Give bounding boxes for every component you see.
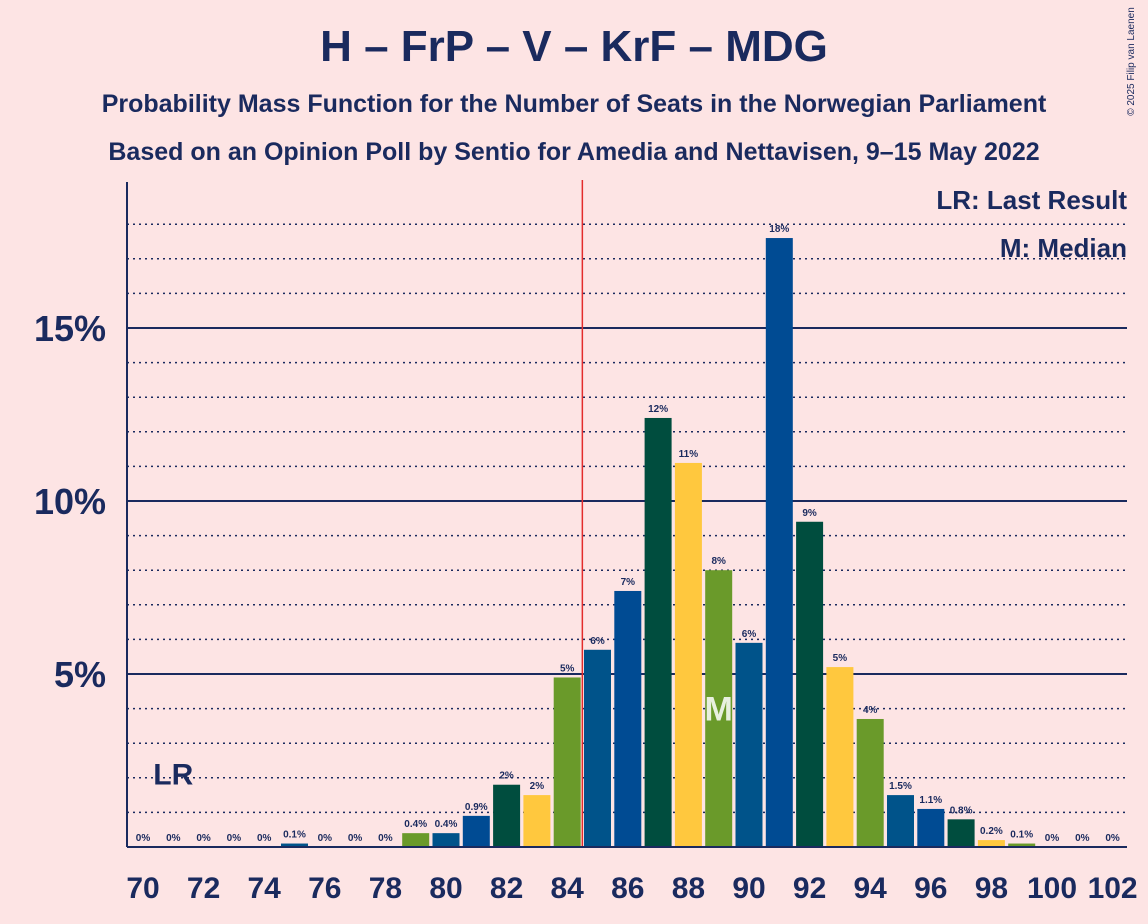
x-tick-label: 100 (1027, 872, 1077, 905)
x-tick-label: 74 (248, 872, 282, 905)
data-label-seat-76: 0% (318, 833, 333, 844)
bar-seat-75 (281, 843, 308, 847)
bar-seat-93 (826, 667, 854, 847)
data-label-seat-81: 0.9% (465, 802, 488, 813)
data-label-seat-72: 0% (196, 833, 211, 844)
data-label-seat-92: 9% (802, 508, 817, 519)
data-label-seat-75: 0.1% (283, 830, 306, 841)
bar-seat-96 (917, 808, 945, 847)
bar-seat-83 (523, 795, 551, 847)
data-label-seat-100: 0% (1045, 833, 1060, 844)
data-label-seat-71: 0% (166, 833, 181, 844)
data-label-seat-80: 0.4% (435, 819, 458, 830)
x-tick-label: 88 (672, 872, 705, 905)
data-label-seat-88: 11% (679, 449, 699, 460)
data-labels: 0% 0% 0% 0% 0% 0.1% 0% 0% 0% 0.4% 0.4% 0.9% 2% 2% 5% 6%… (136, 224, 1120, 844)
data-label-seat-78: 0% (378, 833, 393, 844)
legend-median: M: Median (1000, 233, 1127, 263)
bar-seat-82 (493, 784, 521, 847)
x-tick-label: 82 (490, 872, 523, 905)
bar-seat-90 (735, 642, 763, 847)
bar-seat-80 (432, 833, 460, 847)
x-tick-label: 96 (914, 872, 947, 905)
data-label-seat-90: 6% (742, 629, 757, 640)
chart-subtitle: Probability Mass Function for the Number… (101, 90, 1047, 118)
bars (281, 238, 1036, 848)
data-label-seat-89: 8% (711, 556, 726, 567)
data-label-seat-96: 1.1% (919, 795, 942, 806)
data-label-seat-98: 0.2% (980, 826, 1003, 837)
bar-seat-86 (614, 590, 642, 847)
data-label-seat-86: 7% (621, 577, 636, 588)
y-tick-label: 15% (34, 308, 106, 349)
x-tick-label: 94 (854, 872, 888, 905)
data-label-seat-73: 0% (227, 833, 242, 844)
x-tick-label: 78 (369, 872, 402, 905)
bar-seat-92 (796, 521, 824, 847)
data-label-seat-94: 4% (863, 705, 878, 716)
data-label-seat-91: 18% (769, 224, 789, 235)
bar-seat-81 (462, 815, 490, 847)
bar-seat-89 (705, 570, 733, 847)
x-tick-label: 80 (429, 872, 462, 905)
last-result-marker: LR (153, 759, 193, 792)
data-label-seat-79: 0.4% (404, 819, 427, 830)
data-label-seat-83: 2% (530, 781, 545, 792)
y-tick-label: 10% (34, 481, 106, 522)
x-tick-label: 86 (611, 872, 644, 905)
data-label-seat-102: 0% (1105, 833, 1120, 844)
bar-seat-85 (584, 649, 611, 847)
bar-seat-88 (674, 462, 702, 847)
y-tick-label: 5% (54, 654, 106, 695)
chart-title: H – FrP – V – KrF – MDG (320, 22, 828, 71)
x-tick-label: 90 (732, 872, 765, 905)
chart-subtitle-source: Based on an Opinion Poll by Sentio for A… (108, 138, 1040, 166)
data-label-seat-87: 12% (648, 404, 668, 415)
bar-seat-99 (1008, 843, 1036, 847)
x-tick-label: 102 (1088, 872, 1138, 905)
bar-seat-94 (856, 718, 884, 847)
bar-seat-95 (887, 795, 914, 847)
bar-seat-91 (765, 238, 793, 848)
bar-seat-97 (947, 819, 975, 847)
data-label-seat-93: 5% (833, 653, 848, 664)
axes: 5% 10% 15% 70 72 74 76 78 80 82 84 86 88 90 92 94 96 98 10… (34, 180, 1138, 905)
data-label-seat-95: 1.5% (889, 781, 912, 792)
bar-seat-79 (402, 833, 430, 847)
data-label-seat-82: 2% (499, 771, 514, 782)
x-tick-label: 70 (126, 872, 159, 905)
x-tick-label: 72 (187, 872, 220, 905)
data-label-seat-99: 0.1% (1010, 830, 1033, 841)
bar-seat-87 (644, 417, 672, 847)
data-label-seat-74: 0% (257, 833, 272, 844)
median-marker: M (705, 691, 733, 729)
data-label-seat-77: 0% (348, 833, 363, 844)
x-tick-label: 84 (551, 872, 585, 905)
data-label-seat-85: 6% (590, 636, 605, 647)
bar-seat-84 (553, 677, 581, 847)
data-label-seat-101: 0% (1075, 833, 1090, 844)
data-label-seat-70: 0% (136, 833, 151, 844)
legend-last-result: LR: Last Result (936, 185, 1127, 215)
bar-seat-98 (977, 840, 1005, 847)
data-label-seat-97: 0.8% (950, 805, 973, 816)
data-label-seat-84: 5% (560, 663, 575, 674)
x-tick-label: 92 (793, 872, 826, 905)
x-tick-label: 76 (308, 872, 341, 905)
x-tick-label: 98 (975, 872, 1008, 905)
